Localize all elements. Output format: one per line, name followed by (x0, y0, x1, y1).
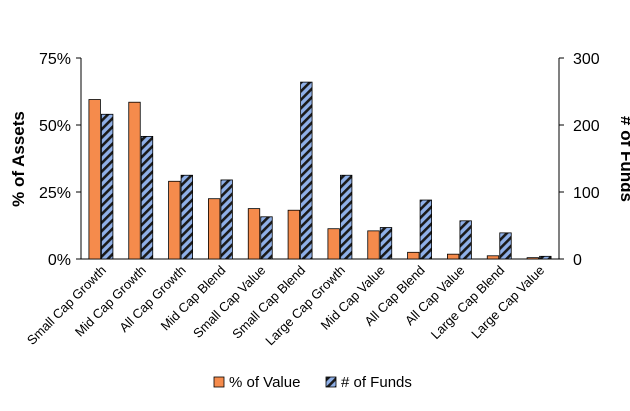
bar-value-10 (447, 253, 460, 260)
right-ticks: 0 100 200 300 (559, 51, 600, 269)
bar-funds-11 (499, 232, 512, 260)
legend-swatch-value (213, 376, 225, 388)
bars-group (88, 81, 552, 260)
right-tick-label-3: 300 (573, 51, 600, 68)
bar-value-4 (208, 198, 221, 260)
bar-funds-5 (260, 216, 273, 260)
bar-funds-9 (419, 199, 432, 260)
left-tick-label-1: 25% (39, 185, 71, 202)
category-label-2: Mid Cap Growth (72, 263, 149, 340)
bar-value-12 (526, 257, 539, 260)
left-tick-label-3: 75% (39, 51, 71, 68)
bar-funds-10 (459, 220, 472, 260)
left-tick-label-0: 0% (48, 252, 71, 269)
bar-value-9 (407, 251, 420, 260)
left-tick-label-2: 50% (39, 118, 71, 135)
bar-funds-4 (220, 179, 233, 260)
bar-value-6 (287, 209, 300, 260)
legend: % of Value # of Funds (213, 374, 412, 391)
bar-funds-12 (539, 255, 552, 260)
plot-area: 0% 25% 50% 75% 0 100 200 300 Small Cap GrowthM… (24, 51, 600, 348)
y-axis-right-title: # of Funds (617, 116, 630, 202)
y-axis-left-title: % of Assets (9, 111, 28, 207)
bar-funds-2 (140, 135, 154, 260)
category-label-5: Small Cap Value (190, 263, 268, 341)
legend-swatch-funds (325, 376, 337, 388)
right-tick-label-0: 0 (573, 252, 582, 269)
bar-value-11 (486, 255, 500, 260)
left-ticks: 0% 25% 50% 75% (39, 51, 81, 269)
bar-funds-7 (340, 174, 353, 260)
bar-value-2 (128, 101, 141, 260)
bar-funds-1 (101, 113, 114, 260)
category-label-6: Small Cap Blend (229, 263, 308, 342)
bar-value-7 (327, 228, 340, 260)
right-tick-label-1: 100 (573, 185, 600, 202)
legend-label-funds: # of Funds (341, 374, 412, 391)
legend-label-value: % of Value (229, 374, 300, 391)
bar-funds-8 (379, 227, 393, 260)
right-tick-label-2: 200 (573, 118, 600, 135)
bar-value-1 (88, 99, 101, 260)
category-label-12: Large Cap Value (468, 263, 547, 342)
bar-funds-6 (300, 81, 313, 260)
bar-value-3 (168, 180, 181, 260)
bar-funds-3 (180, 174, 193, 260)
bar-value-8 (367, 230, 380, 260)
bar-value-5 (247, 208, 261, 260)
